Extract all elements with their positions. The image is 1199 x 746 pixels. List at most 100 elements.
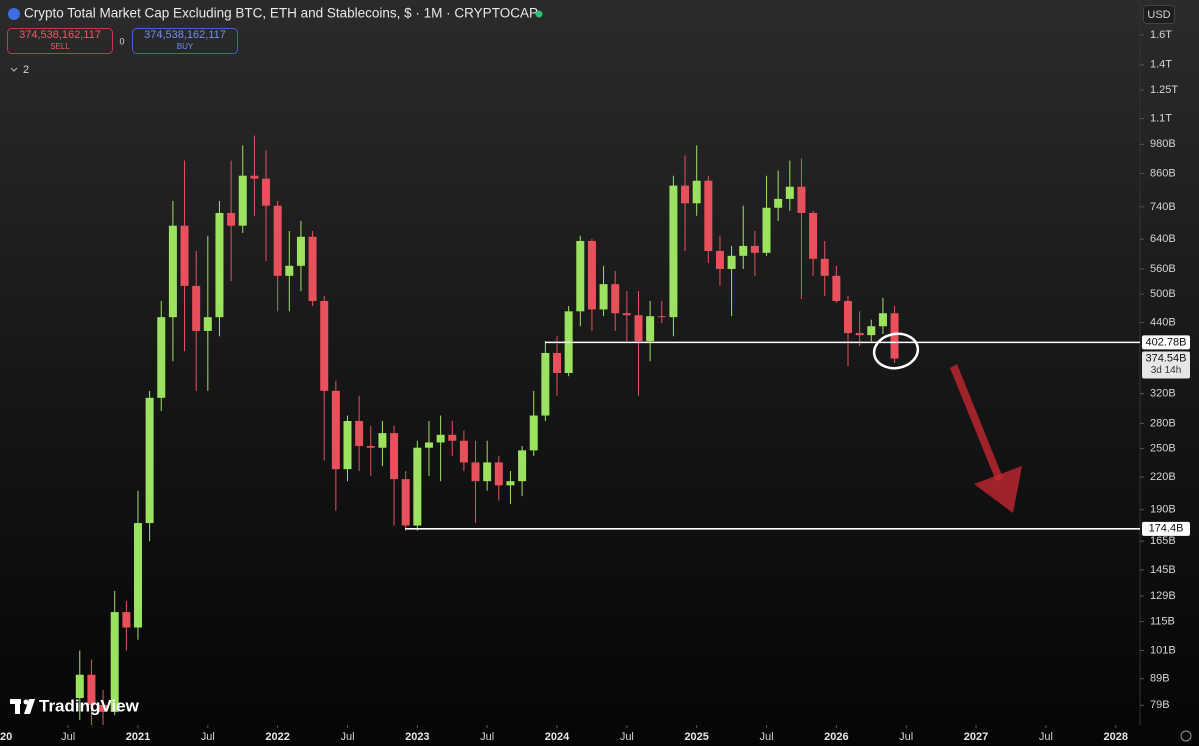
level-label: 174.4B bbox=[1149, 523, 1184, 535]
candle-body bbox=[448, 434, 457, 441]
candle-body bbox=[844, 300, 853, 334]
brand-logo bbox=[10, 699, 35, 714]
buy-label: BUY bbox=[177, 42, 194, 51]
y-tick-label: 1.6T bbox=[1150, 29, 1172, 41]
candle-body bbox=[878, 313, 887, 327]
candle-body bbox=[192, 285, 201, 331]
candle-body bbox=[587, 240, 596, 310]
candle-body bbox=[797, 186, 806, 213]
candle-body bbox=[750, 245, 759, 253]
x-tick-label: Jul bbox=[340, 731, 354, 743]
y-tick-label: 320B bbox=[1150, 388, 1176, 400]
candle-body bbox=[832, 275, 841, 301]
buy-price: 374,538,162,117 bbox=[144, 29, 226, 41]
x-tick-label: 2028 bbox=[1103, 731, 1127, 743]
sell-label: SELL bbox=[50, 42, 70, 51]
candle-body bbox=[890, 313, 899, 359]
brand: TradingView bbox=[39, 696, 140, 715]
symbol-icon bbox=[8, 8, 20, 20]
candle-body bbox=[494, 462, 503, 486]
last-price-label: 374.54B bbox=[1146, 352, 1187, 364]
settings-icon[interactable] bbox=[1180, 730, 1192, 742]
candle-body bbox=[483, 462, 492, 482]
candle-body bbox=[646, 316, 655, 342]
y-tick-label: 145B bbox=[1150, 564, 1176, 576]
x-tick-label: Jul bbox=[480, 731, 494, 743]
candle-body bbox=[273, 205, 282, 276]
y-tick-label: 280B bbox=[1150, 417, 1176, 429]
y-tick-label: 860B bbox=[1150, 167, 1176, 179]
candle-body bbox=[809, 212, 818, 259]
x-tick-label: Jul bbox=[620, 731, 634, 743]
x-tick-label: 20 bbox=[0, 731, 12, 743]
y-tick-label: 250B bbox=[1150, 443, 1176, 455]
plot bbox=[75, 135, 899, 725]
candle-body bbox=[227, 212, 236, 226]
candle-body bbox=[424, 442, 433, 448]
candle-body bbox=[785, 186, 794, 199]
candle-body bbox=[133, 523, 142, 628]
candle-body bbox=[669, 185, 678, 318]
candle-body bbox=[529, 415, 538, 451]
y-tick-label: 980B bbox=[1150, 138, 1176, 150]
candle-body bbox=[704, 180, 713, 251]
candle-body bbox=[774, 198, 783, 208]
candle-body bbox=[634, 315, 643, 342]
candle-body bbox=[506, 481, 515, 486]
candle-body bbox=[250, 175, 259, 179]
chart-title: Crypto Total Market Cap Excluding BTC, E… bbox=[24, 6, 538, 21]
x-tick-label: Jul bbox=[201, 731, 215, 743]
x-tick-label: Jul bbox=[759, 731, 773, 743]
x-tick-label: 2027 bbox=[964, 731, 988, 743]
sell-button[interactable] bbox=[7, 28, 113, 54]
x-tick-label: Jul bbox=[899, 731, 913, 743]
candle-body bbox=[599, 284, 608, 310]
y-tick-label: 115B bbox=[1150, 616, 1175, 628]
x-tick-label: Jul bbox=[61, 731, 75, 743]
x-tick-label: 2021 bbox=[126, 731, 150, 743]
y-tick-label: 1.1T bbox=[1150, 112, 1172, 124]
candle-body bbox=[145, 397, 154, 524]
sell-price: 374,538,162,117 bbox=[19, 29, 101, 41]
candle-body bbox=[215, 212, 224, 318]
candle-body bbox=[87, 674, 96, 705]
y-tick-label: 740B bbox=[1150, 201, 1176, 213]
candle-body bbox=[238, 175, 247, 226]
candle-body bbox=[739, 245, 748, 256]
y-tick-label: 190B bbox=[1150, 504, 1176, 516]
currency-button[interactable] bbox=[1143, 5, 1175, 24]
y-tick-label: 440B bbox=[1150, 317, 1176, 329]
candle-body bbox=[518, 450, 527, 482]
candle-body bbox=[262, 178, 271, 206]
candle-body bbox=[471, 462, 480, 482]
candle-body bbox=[436, 434, 445, 443]
candle-body bbox=[553, 353, 562, 374]
candle-body bbox=[692, 180, 701, 204]
y-tick-label: 500B bbox=[1150, 288, 1176, 300]
x-tick-label: 2025 bbox=[684, 731, 708, 743]
candle-body bbox=[75, 674, 84, 699]
y-tick-label: 220B bbox=[1150, 471, 1176, 483]
candle-body bbox=[855, 333, 864, 336]
candle-body bbox=[715, 250, 724, 269]
x-tick-label: 2023 bbox=[405, 731, 429, 743]
annotation-arrow bbox=[950, 364, 1022, 513]
candle-body bbox=[401, 479, 410, 526]
status-dot bbox=[535, 10, 543, 18]
countdown: 3d 14h bbox=[1151, 365, 1182, 376]
candle-body bbox=[110, 612, 119, 712]
candle-body bbox=[378, 433, 387, 448]
candle-body bbox=[308, 236, 317, 301]
candle-body bbox=[99, 704, 108, 712]
y-tick-label: 79B bbox=[1150, 699, 1170, 711]
buy-button[interactable] bbox=[132, 28, 238, 54]
candle-body bbox=[541, 353, 550, 416]
candle-body bbox=[622, 313, 631, 316]
candle-body bbox=[168, 225, 177, 318]
candle-body bbox=[296, 236, 305, 266]
collapse-icon[interactable] bbox=[10, 67, 18, 72]
candle-body bbox=[180, 225, 189, 286]
y-tick-label: 165B bbox=[1150, 535, 1176, 547]
